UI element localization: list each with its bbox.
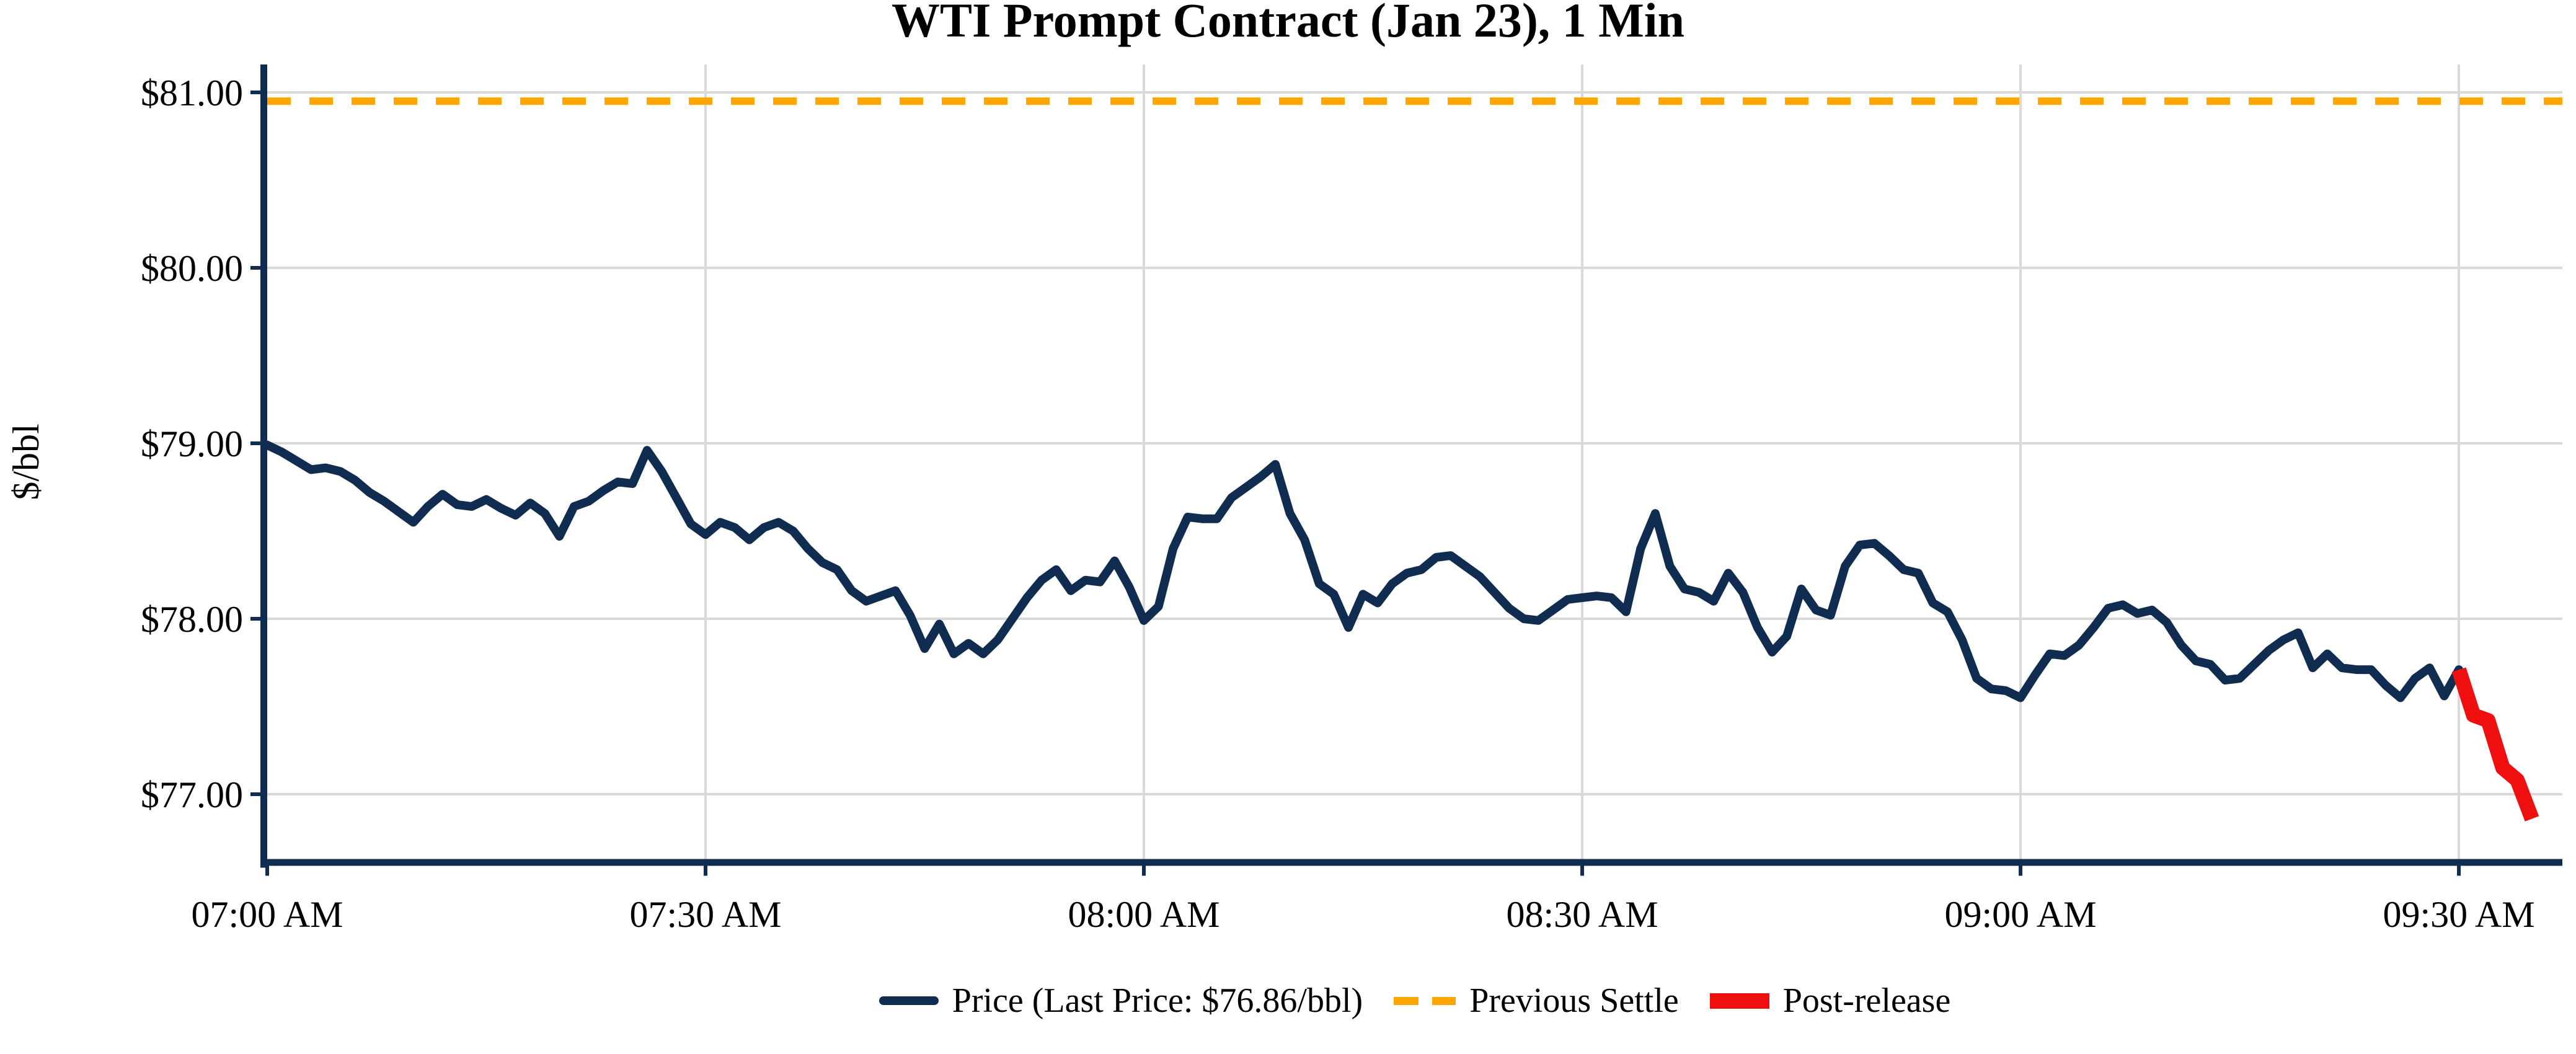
legend-item-price: Price (Last Price: $76.86/bbl) (879, 981, 1363, 1021)
settle-dash-swatch (1394, 996, 1456, 1005)
legend-item-post: Post-release (1709, 981, 1951, 1021)
legend-label-price: Price (Last Price: $76.86/bbl) (952, 981, 1363, 1020)
y-tick-label: $81.00 (141, 73, 243, 113)
post-release-line (2451, 667, 2539, 822)
y-tick-label: $80.00 (141, 248, 243, 289)
y-axis-spine (260, 64, 267, 868)
x-axis-spine (260, 859, 2562, 866)
y-tick-label: $78.00 (141, 599, 243, 640)
x-tick-label: 08:00 AM (1068, 894, 1219, 935)
x-tick-label: 07:00 AM (191, 894, 343, 935)
post-release-swatch (1709, 993, 1769, 1009)
legend-label-settle: Previous Settle (1469, 981, 1679, 1020)
chart-title: WTI Prompt Contract (Jan 23), 1 Min (892, 0, 1684, 47)
x-tick-label: 08:30 AM (1507, 894, 1658, 935)
x-tick-label: 09:30 AM (2383, 894, 2535, 935)
y-tick-label: $79.00 (141, 423, 243, 464)
y-tick-label: $77.00 (141, 774, 243, 815)
x-tick-label: 07:30 AM (629, 894, 781, 935)
legend-item-settle: Previous Settle (1394, 981, 1679, 1021)
legend-label-post: Post-release (1782, 981, 1951, 1020)
price-line (263, 440, 2464, 702)
legend: Price (Last Price: $76.86/bbl) Previous … (267, 971, 2562, 1030)
price-line-swatch (879, 996, 939, 1005)
x-tick-label: 09:00 AM (1945, 894, 2097, 935)
y-axis-title: $/bbl (6, 423, 46, 500)
